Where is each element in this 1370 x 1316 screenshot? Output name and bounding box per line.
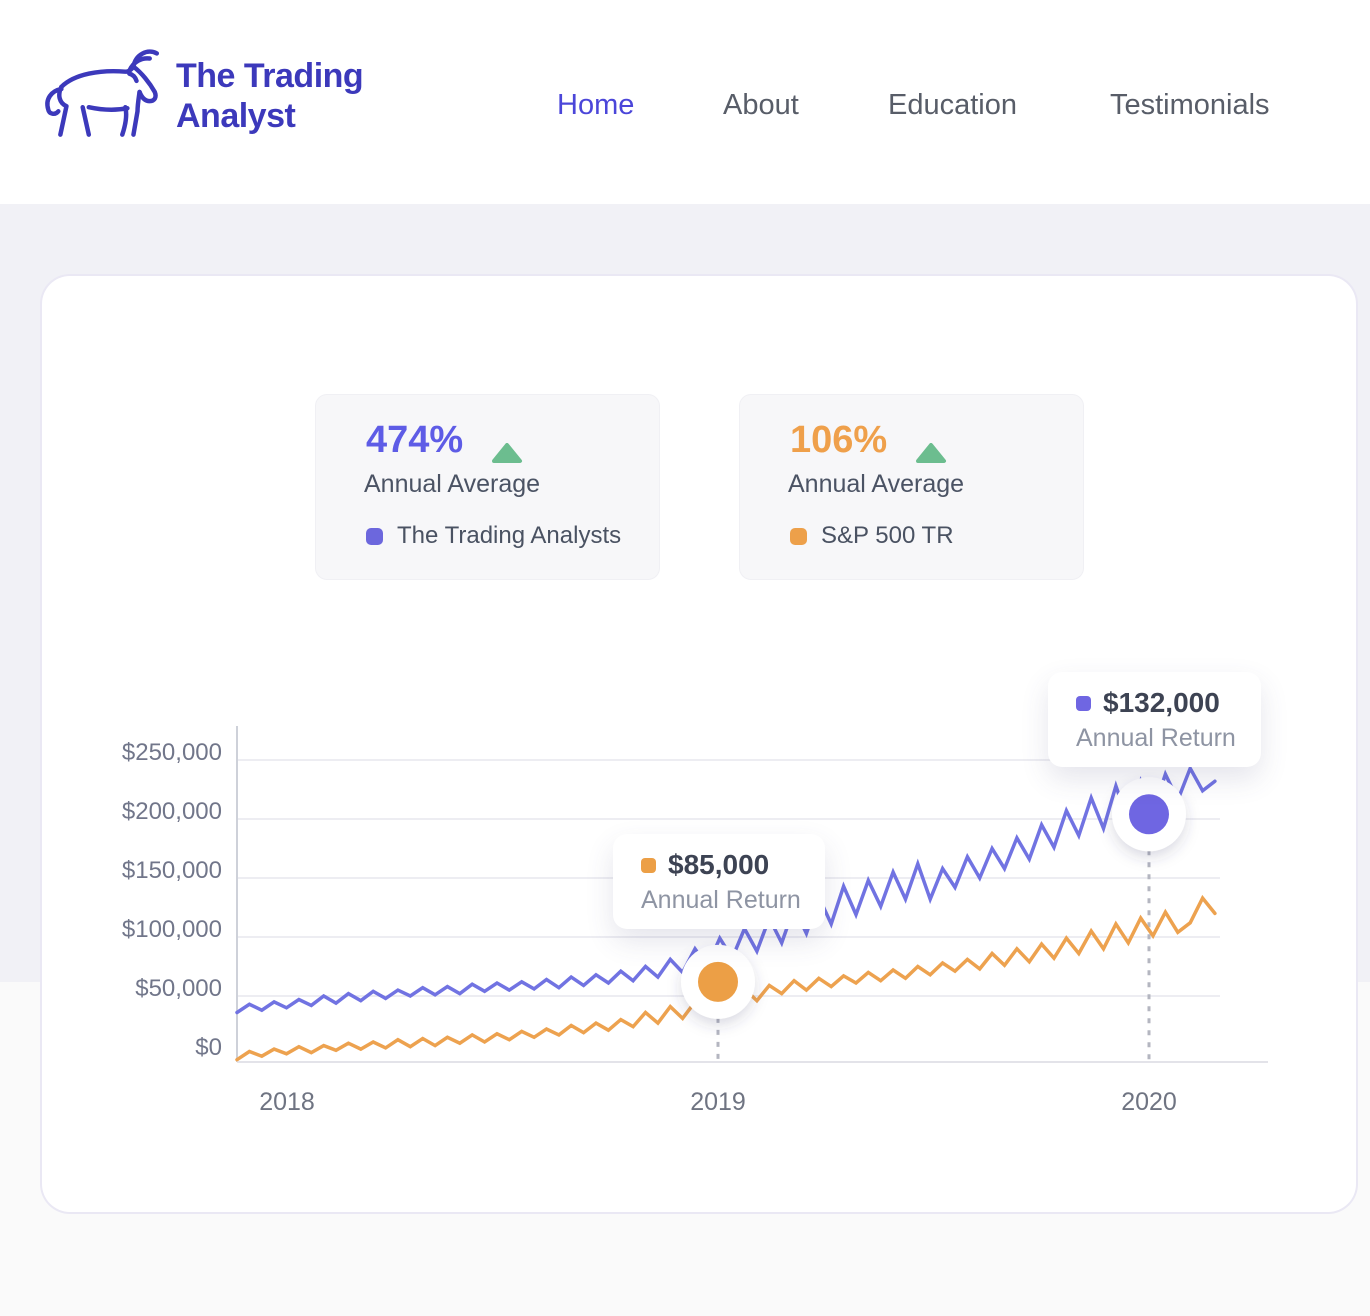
y-axis-tick-label: $150,000 — [122, 857, 222, 884]
legend-label: S&P 500 TR — [821, 522, 954, 549]
nav-home[interactable]: Home — [557, 89, 635, 121]
legend-row: The Trading Analysts — [366, 522, 621, 550]
tooltip-swatch-orange — [641, 857, 656, 873]
tooltip-trading-analysts: $132,000 Annual Return — [1048, 672, 1261, 767]
y-axis-tick-label: $200,000 — [122, 798, 222, 825]
bull-logo-icon — [45, 49, 160, 137]
x-axis-tick-label: 2019 — [690, 1088, 746, 1116]
nav-education[interactable]: Education — [888, 89, 1017, 121]
y-axis-tick-label: $100,000 — [122, 916, 222, 943]
stat-label: Annual Average — [364, 470, 541, 498]
brand-line2: Analyst — [176, 97, 296, 135]
x-axis-tick-label: 2018 — [259, 1088, 315, 1116]
brand-line1: The Trading — [176, 57, 364, 95]
stat-value: 106% — [790, 419, 888, 461]
stat-label: Annual Average — [788, 470, 965, 498]
tooltip-sp500: $85,000 Annual Return — [613, 834, 825, 929]
data-point-marker[interactable] — [698, 961, 738, 1002]
y-axis-tick-label: $50,000 — [135, 975, 222, 1002]
legend-label: The Trading Analysts — [397, 522, 622, 549]
tooltip-label: Annual Return — [641, 886, 801, 914]
legend-row: S&P 500 TR — [790, 522, 954, 550]
y-axis-tick-label: $0 — [195, 1034, 222, 1061]
stat-card-sp500: 106% Annual Average S&P 500 TR — [739, 394, 1084, 580]
legend-swatch-purple — [366, 527, 383, 545]
brand-name: The Trading Analyst — [176, 56, 364, 136]
data-point-marker[interactable] — [1129, 794, 1169, 835]
nav-testimonials[interactable]: Testimonials — [1110, 89, 1270, 121]
tooltip-swatch-purple — [1076, 695, 1091, 711]
legend-swatch-orange — [790, 527, 807, 545]
tooltip-value-row: $85,000 — [641, 849, 825, 881]
tooltip-label: Annual Return — [1076, 724, 1236, 752]
trend-up-icon — [492, 443, 522, 463]
stat-card-trading-analysts: 474% Annual Average The Trading Analysts — [315, 394, 660, 580]
tooltip-value-row: $132,000 — [1076, 687, 1261, 719]
header: The Trading Analyst Home About Education… — [0, 0, 1370, 204]
nav-about[interactable]: About — [723, 89, 799, 121]
x-axis-tick-label: 2020 — [1121, 1088, 1177, 1116]
stat-value: 474% — [366, 419, 464, 461]
tooltip-value: $85,000 — [668, 849, 770, 880]
trend-up-icon — [916, 443, 946, 463]
tooltip-value: $132,000 — [1103, 687, 1220, 718]
y-axis-tick-label: $250,000 — [122, 739, 222, 766]
